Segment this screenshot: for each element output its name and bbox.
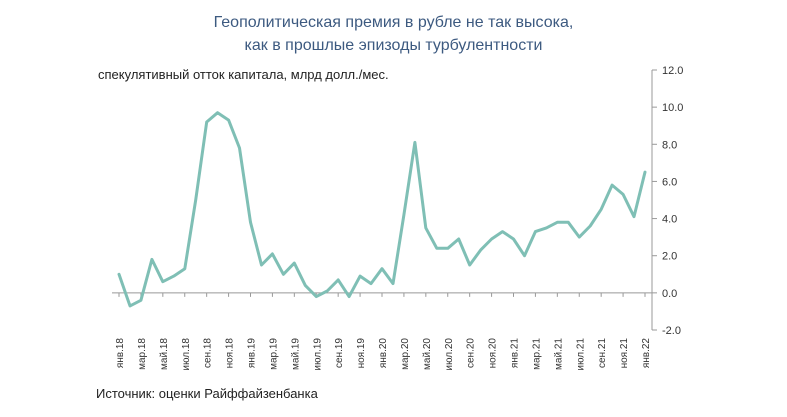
x-tick-label: янв.18 [115, 338, 126, 369]
y-tick-label: 8.0 [662, 139, 677, 151]
x-tick-label: сен.20 [466, 338, 477, 368]
series-line [117, 111, 647, 308]
y-tick-label: 0.0 [662, 288, 677, 300]
x-tick-label: мар.19 [268, 338, 279, 370]
x-tick-label: сен.18 [203, 338, 214, 368]
x-tick-label: май.21 [553, 338, 564, 370]
x-tick-label: май.20 [422, 338, 433, 370]
x-tick-label: ноя.18 [225, 338, 236, 369]
x-tick-label: июл.19 [312, 338, 323, 371]
x-tick-label: янв.21 [510, 338, 521, 369]
x-tick-label: янв.22 [641, 338, 652, 369]
x-tick-label: июл.21 [575, 338, 586, 371]
y-tick-label: 12.0 [662, 65, 683, 77]
x-tick-label: янв.20 [378, 338, 389, 369]
source-note: Источник: оценки Райффайзенбанка [96, 386, 318, 401]
y-tick-label: 2.0 [662, 251, 677, 263]
x-tick-label: сен.21 [597, 338, 608, 368]
x-tick-label: июл.20 [444, 338, 455, 371]
chart-title-line-1: Геополитическая премия в рубле не так вы… [213, 14, 574, 31]
x-tick-label: сен.19 [334, 338, 345, 368]
x-tick-label: май.18 [159, 338, 170, 370]
chart-title-line-2: как в прошлые эпизоды турбулентности [244, 37, 543, 54]
x-tick-label: мар.20 [400, 338, 411, 370]
x-tick-label: мар.18 [137, 338, 148, 370]
x-tick-label: май.19 [290, 338, 301, 370]
y-tick-label: 4.0 [662, 214, 677, 226]
y-tick-label: -2.0 [662, 325, 681, 337]
x-tick-label: июл.18 [181, 338, 192, 371]
x-tick-label: ноя.21 [619, 338, 630, 369]
x-tick-label: янв.19 [247, 338, 258, 369]
y-tick-label: 10.0 [662, 102, 683, 114]
x-tick-label: ноя.19 [356, 338, 367, 369]
y-tick-label: 6.0 [662, 176, 677, 188]
x-tick-label: ноя.20 [488, 338, 499, 369]
y-axis-label: спекулятивный отток капитала, млрд долл.… [98, 67, 389, 82]
x-tick-label: мар.21 [531, 338, 542, 370]
